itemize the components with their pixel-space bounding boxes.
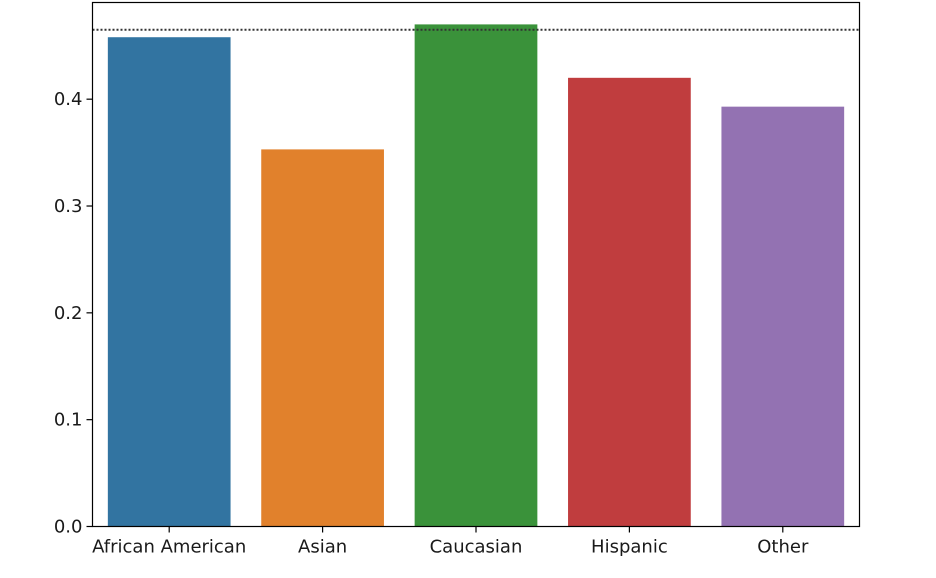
x-tick-label: Hispanic <box>591 537 668 558</box>
y-tick-label: 0.0 <box>54 517 83 538</box>
x-tick-label: Asian <box>298 537 347 558</box>
x-tick-label: Caucasian <box>430 537 523 558</box>
y-tick-label: 0.2 <box>54 303 83 324</box>
bars-group <box>107 24 845 527</box>
y-tick-label: 0.1 <box>54 410 83 431</box>
bar-other <box>721 106 845 527</box>
bar-asian <box>261 149 384 527</box>
y-tick-label: 0.3 <box>54 196 83 217</box>
y-tick-label: 0.4 <box>54 89 83 110</box>
y-axis: 0.0 0.1 0.2 0.3 0.4 <box>54 89 93 538</box>
bar-african-american <box>107 37 231 527</box>
x-axis: African American Asian Caucasian Hispanic Ot… <box>92 526 809 558</box>
bar-hispanic <box>568 77 691 527</box>
x-tick-label: Other <box>757 537 809 558</box>
bar-caucasian <box>414 24 538 527</box>
x-tick-label: African American <box>92 537 246 558</box>
